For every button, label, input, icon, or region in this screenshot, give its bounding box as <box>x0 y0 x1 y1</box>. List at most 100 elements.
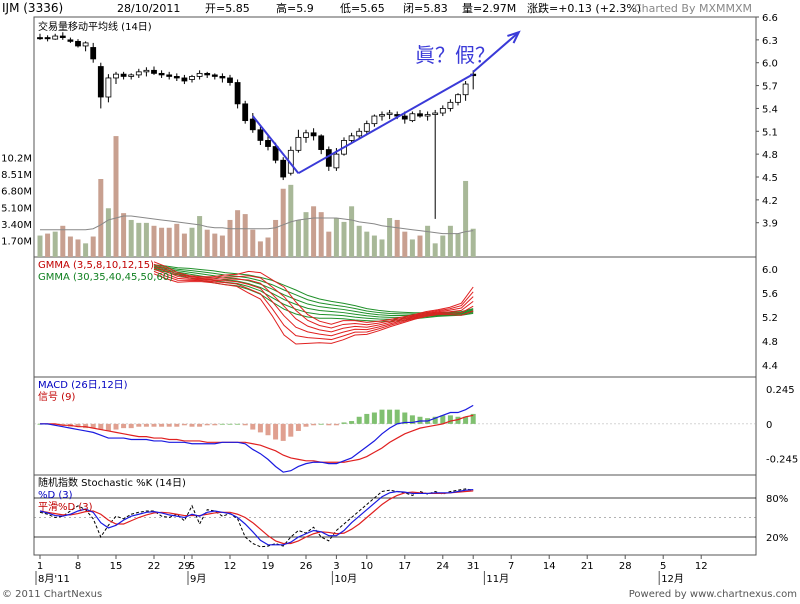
macd-signal-line <box>40 414 474 463</box>
volume-bar <box>204 229 210 257</box>
macd-histogram-bar <box>105 423 111 431</box>
volume-ma-line <box>40 215 474 235</box>
macd-histogram-bar <box>166 423 172 427</box>
macd-histogram-bar <box>379 409 385 424</box>
gmma-short-line <box>153 270 474 341</box>
macd-histogram-bar <box>364 413 370 424</box>
macd-histogram-bar <box>121 423 127 429</box>
price-layer <box>37 30 521 219</box>
candle-body <box>371 115 378 125</box>
x-month-label: 9月 <box>190 573 206 585</box>
gmma-tick-label: 6.0 <box>762 265 778 276</box>
volume-bar <box>295 219 301 257</box>
x-day-label: 26 <box>300 561 313 572</box>
annotation-text: 眞？假？ <box>415 43 495 67</box>
macd-histogram-bar <box>250 423 256 430</box>
gmma-short-line <box>153 261 474 325</box>
candle-body <box>280 159 287 178</box>
macd-histogram-bar <box>174 423 180 427</box>
signal-legend: 信号 (9) <box>38 391 75 403</box>
macd-layer <box>34 404 756 473</box>
volume-ma-legend: 交易量移动平均线 (14日) <box>38 20 152 33</box>
candle-body <box>105 77 112 98</box>
gmma-tick-label: 4.8 <box>762 337 778 348</box>
volume-bar <box>447 225 453 257</box>
x-day-label: 21 <box>581 561 594 572</box>
volume-bar <box>326 231 332 257</box>
volume-label-header: 量=2.97M <box>462 2 516 15</box>
candle-body <box>97 66 104 98</box>
price-tick-label: 4.8 <box>762 150 778 161</box>
volume-bar <box>333 218 339 257</box>
macd-histogram-bar <box>52 423 58 426</box>
volume-bar <box>113 136 119 257</box>
volume-bar <box>197 216 203 257</box>
volume-bar <box>311 206 317 257</box>
volume-bar <box>417 235 423 257</box>
macd-histogram-bar <box>265 423 271 436</box>
macd-histogram-bar <box>60 423 66 426</box>
macd-histogram-bar <box>318 423 324 425</box>
volume-bar <box>235 210 241 257</box>
macd-histogram-bar <box>98 423 104 430</box>
macd-histogram-bar <box>402 412 408 424</box>
x-day-label: 29 <box>178 561 191 572</box>
volume-bar <box>67 236 73 257</box>
volume-bar <box>181 233 187 257</box>
macd-histogram-bar <box>432 416 438 424</box>
stoch-d-line <box>39 488 474 546</box>
gmma-short-line <box>153 273 474 345</box>
volume-tick-label: 8.51M <box>1 170 32 181</box>
candle-body <box>120 73 127 77</box>
x-day-label: 28 <box>619 561 632 572</box>
candle-body <box>143 69 150 73</box>
macd-panel-frame <box>33 376 757 476</box>
volume-bar <box>257 241 263 257</box>
candle-body <box>424 114 431 117</box>
gmma-short-legend: GMMA (3,5,8,10,12,15) <box>38 260 154 271</box>
candle-body <box>462 83 469 96</box>
gmma-long-legend: GMMA (30,35,40,45,50,60) <box>38 272 173 283</box>
trend-line <box>297 73 474 175</box>
candle-body <box>37 37 43 40</box>
x-month-label: 8月'11 <box>38 573 70 585</box>
candle-body <box>128 74 135 77</box>
open-label: 开=5.85 <box>205 2 250 15</box>
x-month-label: 12月 <box>661 573 684 585</box>
volume-bar <box>250 229 256 257</box>
volume-bar <box>455 233 461 257</box>
gmma-short-line <box>153 268 474 337</box>
candle-body <box>158 72 165 76</box>
gmma-short-line <box>153 266 474 333</box>
volume-bar <box>105 208 111 257</box>
volume-bar <box>166 227 172 257</box>
volume-bar <box>341 221 347 257</box>
macd-histogram-bar <box>257 423 263 433</box>
candle-body <box>363 123 370 132</box>
macd-histogram-bar <box>356 416 362 424</box>
candle-body <box>75 40 81 47</box>
candle-body <box>227 77 233 83</box>
macd-histogram-bar <box>212 423 218 426</box>
macd-histogram-bar <box>371 412 377 424</box>
stoch-layer <box>34 488 756 548</box>
macd-histogram-bar <box>128 423 134 429</box>
gmma-short-line <box>153 263 474 329</box>
volume-bar <box>394 219 400 257</box>
volume-bar <box>75 239 81 257</box>
volume-bar <box>371 235 377 257</box>
stoch-panel-frame <box>33 474 757 556</box>
volume-bar <box>364 231 370 257</box>
volume-bar <box>280 188 286 257</box>
macd-tick-label: -0.245 <box>766 455 798 466</box>
x-day-label: 8 <box>75 561 81 572</box>
x-day-label: 3 <box>333 561 339 572</box>
macd-histogram-bar <box>90 423 96 429</box>
candle-body <box>447 101 454 109</box>
macd-histogram-bar <box>280 423 286 441</box>
volume-bar <box>98 179 104 257</box>
gmma-long-line <box>153 265 474 315</box>
trend-arrow-head <box>507 30 521 44</box>
price-tick-label: 4.2 <box>762 196 778 207</box>
copyright-label: © 2011 ChartNexus <box>2 589 102 600</box>
